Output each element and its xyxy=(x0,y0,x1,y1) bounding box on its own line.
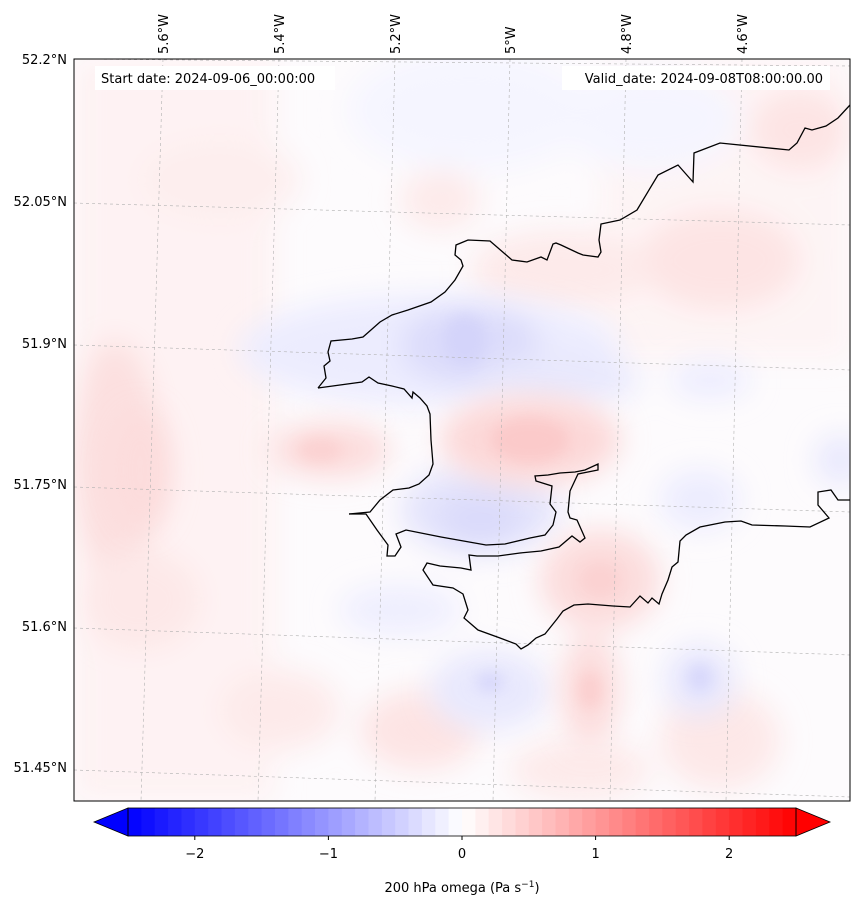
colorbar-cell xyxy=(395,808,410,836)
lat-tick-labels: 52.2°N 52.05°N 51.9°N 51.75°N 51.6°N 51.… xyxy=(14,53,67,776)
colorbar-cells xyxy=(128,808,797,836)
colorbar-cell xyxy=(381,808,396,836)
colorbar-cell xyxy=(154,808,169,836)
colorbar-tick-label: −2 xyxy=(185,847,204,862)
colorbar-cell xyxy=(515,808,530,836)
colorbar-cell xyxy=(194,808,209,836)
colorbar-title-superscript: −1 xyxy=(521,880,534,890)
lat-label-51.75N: 51.75°N xyxy=(14,478,67,493)
colorbar-cell xyxy=(421,808,436,836)
valid-date-box: Valid_date: 2024-09-08T08:00:00.00 xyxy=(562,66,830,90)
colorbar-cell xyxy=(715,808,730,836)
valid-date-label: Valid_date: 2024-09-08T08:00:00.00 xyxy=(585,72,823,87)
colorbar-title: 200 hPa omega (Pa s−1) xyxy=(384,880,539,896)
colorbar-cell xyxy=(274,808,289,836)
meridian-line xyxy=(257,59,280,801)
lat-label-51.45N: 51.45°N xyxy=(14,761,67,776)
colorbar-cell xyxy=(502,808,517,836)
start-date-bg xyxy=(95,66,335,90)
lon-label-4.8W: 4.8°W xyxy=(620,14,635,54)
colorbar-tick-label: 0 xyxy=(458,847,466,862)
lat-label-51.9N: 51.9°N xyxy=(22,337,67,352)
colorbar-cell xyxy=(208,808,223,836)
colorbar-cell xyxy=(675,808,690,836)
colorbar-cell xyxy=(288,808,303,836)
colorbar-cell xyxy=(769,808,784,836)
meridian-line xyxy=(140,59,164,801)
colorbar-cell xyxy=(168,808,183,836)
meridian-line xyxy=(609,59,627,801)
lon-tick-labels: 5.6°W 5.4°W 5.2°W 5°W 4.8°W 4.6°W xyxy=(157,14,751,54)
colorbar-cell xyxy=(528,808,543,836)
start-date-label: Start date: 2024-09-06_00:00:00 xyxy=(101,72,315,87)
colorbar-cell xyxy=(234,808,249,836)
coastline-north xyxy=(317,104,850,389)
graticule xyxy=(74,59,850,801)
colorbar-cell xyxy=(649,808,663,836)
meridian-line xyxy=(492,59,511,801)
colorbar-cell xyxy=(315,808,329,836)
colorbar-max-extend xyxy=(795,807,832,837)
colorbar-cell xyxy=(341,808,356,836)
lon-label-5.4W: 5.4°W xyxy=(273,14,288,54)
colorbar-cell xyxy=(689,808,704,836)
colorbar-cell xyxy=(729,808,744,836)
colorbar-cell xyxy=(782,808,797,836)
colorbar-cell xyxy=(128,808,142,836)
colorbar-title-main: 200 hPa omega (Pa s xyxy=(384,881,521,896)
colorbar-cell xyxy=(448,808,463,836)
colorbar-tick-label: −1 xyxy=(319,847,338,862)
colorbar-cell xyxy=(622,808,637,836)
valid-date-bg xyxy=(562,66,830,90)
colorbar-cell xyxy=(608,808,623,836)
colorbar-cell xyxy=(635,808,650,836)
colorbar-cell xyxy=(408,808,423,836)
colorbar-cell xyxy=(181,808,196,836)
colorbar-min-extend xyxy=(92,807,129,837)
colorbar-cell xyxy=(355,808,370,836)
lon-label-5.6W: 5.6°W xyxy=(157,14,172,54)
colorbar-cell xyxy=(742,808,757,836)
colorbar-cell xyxy=(488,808,503,836)
coastline xyxy=(317,104,850,650)
colorbar-cell xyxy=(261,808,276,836)
meridian-line xyxy=(374,59,396,801)
colorbar-cell xyxy=(662,808,677,836)
colorbar-cell xyxy=(595,808,610,836)
colorbar-cell xyxy=(368,808,383,836)
colorbar-cell xyxy=(141,808,156,836)
colorbar-cell xyxy=(755,808,770,836)
colorbar-title-close: ) xyxy=(534,881,539,896)
colorbar-cell xyxy=(542,808,557,836)
lat-label-52.05N: 52.05°N xyxy=(14,195,67,210)
colorbar-cell xyxy=(582,808,597,836)
colorbar: −2 −1 0 1 2 200 hPa omega (Pa s−1) xyxy=(92,807,832,896)
colorbar-cell xyxy=(555,808,570,836)
colorbar-cell xyxy=(248,808,263,836)
colorbar-tick-label: 1 xyxy=(591,847,599,862)
lat-label-52.2N: 52.2°N xyxy=(22,53,67,68)
lon-label-5.2W: 5.2°W xyxy=(389,14,404,54)
colorbar-tick-label: 2 xyxy=(725,847,733,862)
map-plot-area: Start date: 2024-09-06_00:00:00 Valid_da… xyxy=(73,58,851,802)
colorbar-cell xyxy=(462,808,476,836)
colorbar-cell xyxy=(475,808,490,836)
colorbar-cell xyxy=(568,808,583,836)
omega-field xyxy=(74,59,850,801)
colorbar-cell xyxy=(328,808,343,836)
colorbar-cell xyxy=(221,808,236,836)
lon-label-5W: 5°W xyxy=(504,26,519,54)
lat-label-51.6N: 51.6°N xyxy=(22,620,67,635)
lon-label-4.6W: 4.6°W xyxy=(736,14,751,54)
coastline-haven-south xyxy=(349,462,850,650)
colorbar-cell xyxy=(435,808,450,836)
meridian-line xyxy=(725,59,743,801)
colorbar-cell xyxy=(702,808,717,836)
colorbar-ticks: −2 −1 0 1 2 xyxy=(185,836,733,862)
colorbar-cell xyxy=(301,808,316,836)
plot-frame xyxy=(73,58,851,802)
start-date-box: Start date: 2024-09-06_00:00:00 xyxy=(95,66,335,90)
coastline-haven-north xyxy=(317,376,434,515)
